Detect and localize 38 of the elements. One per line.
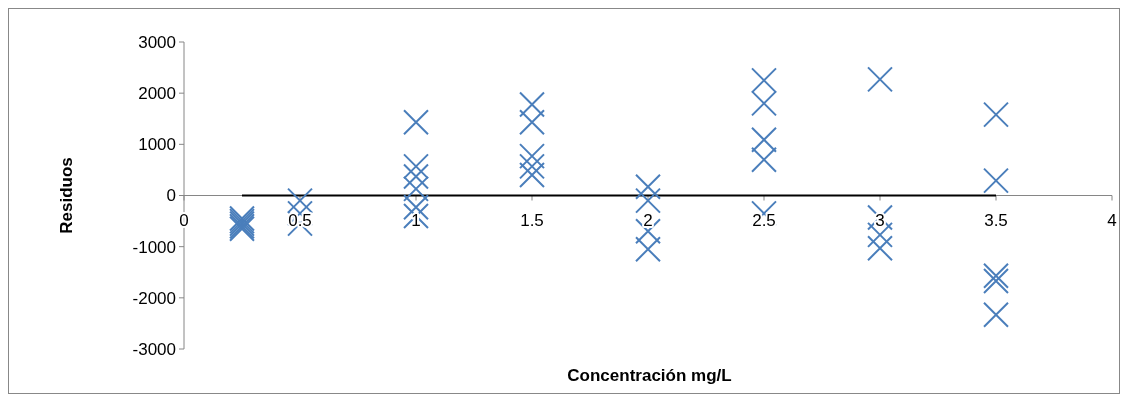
- x-tick-label: 2: [643, 210, 653, 230]
- point: [287, 187, 313, 214]
- y-tick-label: -1000: [132, 237, 176, 257]
- x-tick-label: 0: [179, 210, 189, 230]
- y-tick-label: 0: [166, 186, 176, 206]
- point: [983, 301, 1009, 328]
- point: [403, 163, 429, 190]
- point: [519, 109, 545, 136]
- point: [867, 66, 893, 93]
- point: [403, 109, 429, 136]
- point: [751, 126, 777, 153]
- y-tick-label: 3000: [138, 32, 176, 52]
- y-tick-label: -2000: [132, 288, 176, 308]
- x-tick-label: 1.5: [520, 210, 544, 230]
- x-axis-title: Concentración mg/L: [567, 366, 732, 385]
- y-tick-label: 2000: [138, 84, 176, 104]
- point: [519, 153, 545, 180]
- point: [635, 236, 661, 263]
- point: [519, 162, 545, 189]
- y-tick-label: 1000: [138, 135, 176, 155]
- point: [635, 173, 661, 200]
- x-tick-label: 3.5: [984, 210, 1008, 230]
- point: [635, 187, 661, 214]
- point: [403, 175, 429, 202]
- point: [983, 167, 1009, 194]
- x-tick-label: 4: [1107, 210, 1117, 230]
- point: [751, 146, 777, 173]
- point: [983, 262, 1009, 289]
- point: [867, 235, 893, 262]
- point: [983, 267, 1009, 294]
- y-axis-title: Residuos: [57, 157, 76, 234]
- point: [983, 101, 1009, 128]
- point: [751, 90, 777, 117]
- point: [403, 153, 429, 180]
- point: [519, 143, 545, 170]
- y-tick-label: -3000: [132, 339, 176, 359]
- point: [519, 91, 545, 118]
- point: [751, 67, 777, 94]
